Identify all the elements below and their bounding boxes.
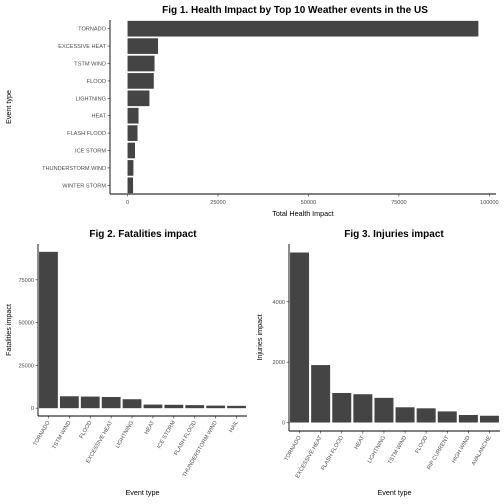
fig3-x-axis-title: Event type xyxy=(378,488,412,497)
fig2-y-axis-title: Fatalities impact xyxy=(4,304,13,356)
fig1-bar-lightning xyxy=(127,90,150,107)
fig2-x-tick-label: ICE STORM xyxy=(156,420,177,450)
fig1-chart: Fig 1. Health Impact by Top 10 Weather e… xyxy=(4,5,499,218)
fig3-y-tick-label: 2000 xyxy=(273,360,285,366)
fig2-bar-excessive-heat xyxy=(101,397,121,409)
fig1-y-tick-label: TORNADO xyxy=(78,27,107,33)
fig1-bar-tstm-wind xyxy=(127,55,155,72)
fig3-x-tick-label: TORNADO xyxy=(284,434,303,462)
fig1-y-tick-label: WINTER STORM xyxy=(62,183,106,189)
fig1-y-axis-title: Event type xyxy=(4,90,13,124)
fig3-y-tick-label: 4000 xyxy=(273,300,285,306)
fig1-bar-thunderstorm-wind xyxy=(127,160,134,176)
fig2-bar-ice-storm xyxy=(164,404,184,409)
fig2-bar-tornado xyxy=(39,251,58,409)
fig1-bar-tornado xyxy=(127,20,479,37)
fig1-y-tick-label: TSTM WIND xyxy=(74,62,106,68)
fig1-x-tick-label: 25000 xyxy=(210,200,226,206)
fig3-bar-lightning xyxy=(374,397,394,423)
fig2-bar-flood xyxy=(80,396,100,409)
fig1-y-tick-label: FLOOD xyxy=(87,79,106,85)
fig3-x-tick-label: HEAT xyxy=(354,435,367,451)
fig3-x-tick-label: FLOOD xyxy=(415,435,430,455)
fig1-y-tick-label: HEAT xyxy=(91,114,106,120)
fig1-y-tick-label: EXCESSIVE HEAT xyxy=(58,44,106,50)
fig3-bar-high-wind xyxy=(458,415,478,423)
fig3-x-tick-label: RIP CURRENT xyxy=(426,434,451,471)
fig2-chart: Fig 2. Fatalities impact TORNADO TSTM WIND… xyxy=(4,229,247,497)
fig3-y-axis-title: Injuries impact xyxy=(255,314,264,360)
fig1-bar-winter-storm xyxy=(127,177,134,194)
fig2-x-tick-label: HEAT xyxy=(144,420,157,436)
fig2-bar-tstm-wind xyxy=(59,396,79,409)
fig1-y-tick-label: LIGHTNING xyxy=(76,96,106,102)
fig2-x-tick-label: LIGHTNING xyxy=(115,420,135,449)
fig2-y-tick-label: 25000 xyxy=(18,363,34,369)
fig3-title: Fig 3. Injuries impact xyxy=(344,229,444,240)
fig2-y-tick-label: 50000 xyxy=(18,321,34,327)
fig3-bar-avalanche xyxy=(479,415,499,423)
fig1-x-axis-title: Total Health Impact xyxy=(272,209,334,218)
fig3-bar-heat xyxy=(353,394,373,423)
fig2-x-axis-title: Event type xyxy=(126,488,160,497)
fig2-y-tick-label: 0 xyxy=(31,406,34,412)
fig2-bar-thunderstorm-wind xyxy=(206,405,226,409)
fig1-x-tick-label: 50000 xyxy=(301,200,317,206)
fig3-x-tick-label: TSTM WIND xyxy=(387,435,408,465)
fig1-bar-excessive-heat xyxy=(127,38,159,54)
fig1-bar-flood xyxy=(127,73,154,89)
fig2-title: Fig 2. Fatalities impact xyxy=(89,229,197,240)
fig3-bar-tornado xyxy=(290,252,310,423)
fig2-bar-lightning xyxy=(122,399,142,409)
fig3-x-tick-label: AVALANCHE xyxy=(471,435,493,467)
fig3-bar-tstm-wind xyxy=(395,407,415,423)
fig3-bar-rip-current xyxy=(437,411,457,423)
fig2-bar-flash-flood xyxy=(185,405,205,409)
fig2-x-tick-label: HAIL xyxy=(228,420,239,434)
fig3-x-tick-label: LIGHTNING xyxy=(367,435,387,464)
fig3-bar-excessive-heat xyxy=(311,365,331,423)
fig2-x-tick-label: TSTM WIND xyxy=(52,420,73,450)
fig2-bar-hail xyxy=(227,405,246,409)
fig3-bar-flood xyxy=(416,408,436,423)
fig2-bar-heat xyxy=(143,404,163,409)
fig2-x-tick-label: TORNADO xyxy=(33,419,52,447)
fig2-y-tick-label: 75000 xyxy=(18,278,34,284)
fig3-x-tick-label: HIGH WIND xyxy=(451,435,471,464)
fig3-x-tick-label: FLASH FLOOD xyxy=(320,435,345,472)
fig1-x-tick-label: 100000 xyxy=(480,200,499,206)
fig3-y-tick-label: 0 xyxy=(282,420,285,426)
fig1-x-tick-label: 0 xyxy=(126,200,129,206)
fig3-bar-flash-flood xyxy=(332,392,352,423)
fig2-x-tick-label: FLASH FLOOD xyxy=(173,420,198,457)
fig1-y-tick-label: THUNDERSTORM WIND xyxy=(42,166,106,172)
fig1-y-tick-label: FLASH FLOOD xyxy=(67,131,106,137)
fig1-bar-flash-flood xyxy=(127,125,138,141)
fig1-bar-heat xyxy=(127,107,139,124)
fig2-x-tick-label: FLOOD xyxy=(79,420,94,440)
fig1-bar-ice-storm xyxy=(127,142,136,159)
fig1-y-tick-label: ICE STORM xyxy=(75,149,106,155)
fig1-x-tick-label: 75000 xyxy=(391,200,407,206)
fig1-title: Fig 1. Health Impact by Top 10 Weather e… xyxy=(162,5,428,16)
